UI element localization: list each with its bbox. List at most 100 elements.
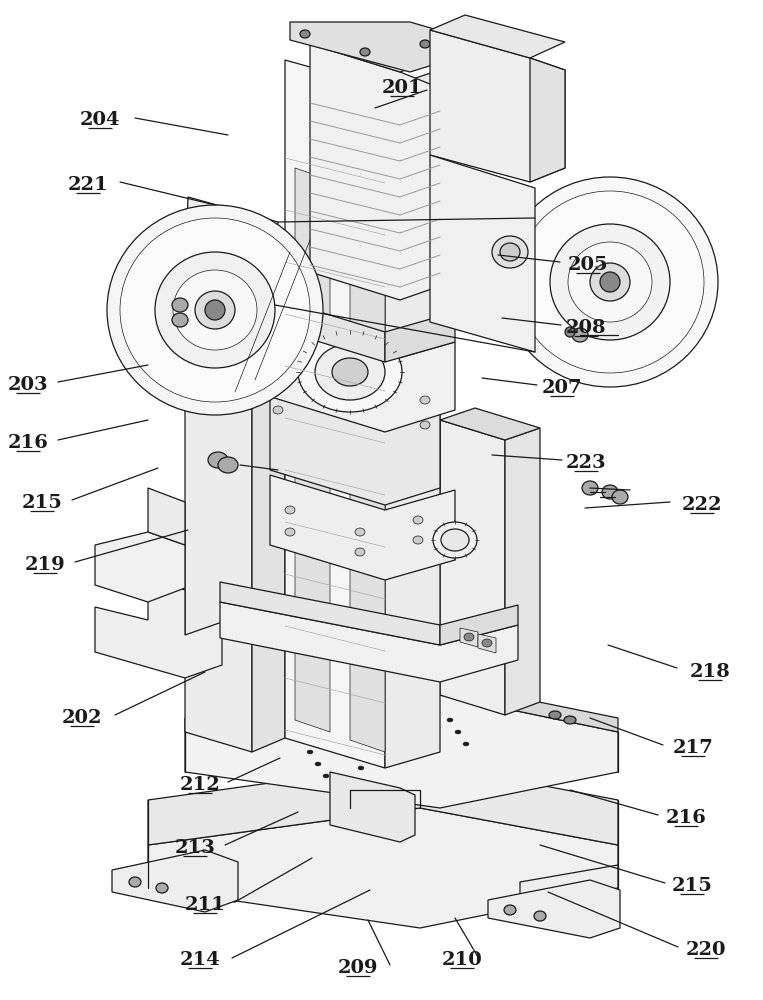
Polygon shape	[505, 428, 540, 715]
Ellipse shape	[208, 452, 228, 468]
Ellipse shape	[315, 344, 385, 400]
Polygon shape	[185, 197, 278, 305]
Text: 204: 204	[80, 111, 121, 129]
Text: 218: 218	[690, 663, 730, 681]
Polygon shape	[440, 682, 618, 732]
Ellipse shape	[534, 911, 546, 921]
Ellipse shape	[441, 529, 469, 551]
Ellipse shape	[565, 327, 575, 337]
Ellipse shape	[413, 536, 423, 544]
Text: 205: 205	[568, 256, 608, 274]
Ellipse shape	[273, 381, 283, 389]
Polygon shape	[185, 285, 285, 320]
Ellipse shape	[447, 718, 453, 722]
Polygon shape	[270, 392, 440, 505]
Polygon shape	[535, 218, 670, 380]
Ellipse shape	[120, 218, 310, 402]
Ellipse shape	[239, 698, 251, 706]
Text: 216: 216	[665, 809, 707, 827]
Text: 207: 207	[542, 379, 582, 397]
Ellipse shape	[156, 883, 168, 893]
Polygon shape	[350, 158, 385, 752]
Ellipse shape	[252, 704, 264, 712]
Text: 201: 201	[382, 79, 423, 97]
Polygon shape	[310, 44, 440, 300]
Text: 211: 211	[185, 896, 226, 914]
Ellipse shape	[205, 300, 225, 320]
Polygon shape	[112, 850, 238, 912]
Text: 221: 221	[68, 176, 108, 194]
Ellipse shape	[273, 406, 283, 414]
Polygon shape	[255, 322, 455, 432]
Ellipse shape	[549, 711, 561, 719]
Ellipse shape	[323, 774, 329, 778]
Text: 214: 214	[179, 951, 221, 969]
Polygon shape	[270, 475, 455, 580]
Ellipse shape	[285, 528, 295, 536]
Text: 212: 212	[179, 776, 221, 794]
Ellipse shape	[393, 758, 399, 762]
Polygon shape	[430, 155, 535, 352]
Ellipse shape	[300, 30, 310, 38]
Polygon shape	[310, 30, 440, 72]
Ellipse shape	[502, 177, 718, 387]
Polygon shape	[148, 488, 185, 545]
Ellipse shape	[482, 639, 492, 647]
Ellipse shape	[612, 490, 628, 504]
Ellipse shape	[590, 263, 630, 301]
Ellipse shape	[504, 905, 516, 915]
Ellipse shape	[420, 396, 430, 404]
Ellipse shape	[455, 730, 461, 734]
Text: 219: 219	[24, 556, 66, 574]
Text: 213: 213	[175, 839, 215, 857]
Polygon shape	[285, 60, 385, 768]
Ellipse shape	[420, 421, 430, 429]
Polygon shape	[185, 300, 252, 752]
Ellipse shape	[315, 762, 321, 766]
Ellipse shape	[420, 738, 426, 742]
Ellipse shape	[332, 358, 368, 386]
Text: 215: 215	[21, 494, 63, 512]
Polygon shape	[330, 772, 415, 842]
Polygon shape	[148, 865, 235, 902]
Polygon shape	[148, 808, 618, 928]
Ellipse shape	[360, 48, 370, 56]
Polygon shape	[430, 30, 565, 182]
Polygon shape	[385, 312, 455, 362]
Ellipse shape	[342, 742, 348, 746]
Ellipse shape	[420, 40, 430, 48]
Ellipse shape	[516, 191, 704, 373]
Ellipse shape	[285, 506, 295, 514]
Polygon shape	[340, 660, 420, 708]
Polygon shape	[95, 577, 222, 678]
Polygon shape	[252, 305, 285, 752]
Ellipse shape	[129, 877, 141, 887]
Polygon shape	[460, 628, 478, 647]
Text: 215: 215	[671, 877, 713, 895]
Ellipse shape	[412, 726, 418, 730]
Ellipse shape	[602, 485, 618, 499]
Ellipse shape	[218, 457, 238, 473]
Text: 217: 217	[673, 739, 713, 757]
Text: 202: 202	[62, 709, 102, 727]
Text: 208: 208	[565, 319, 607, 337]
Ellipse shape	[358, 766, 364, 770]
Polygon shape	[430, 15, 565, 58]
Ellipse shape	[385, 746, 391, 750]
Text: 216: 216	[8, 434, 48, 452]
Ellipse shape	[428, 750, 434, 754]
Ellipse shape	[582, 481, 598, 495]
Ellipse shape	[172, 298, 188, 312]
Polygon shape	[220, 582, 440, 645]
Polygon shape	[478, 634, 496, 653]
Polygon shape	[520, 865, 618, 905]
Ellipse shape	[550, 224, 670, 340]
Ellipse shape	[413, 516, 423, 524]
Ellipse shape	[298, 332, 402, 412]
Ellipse shape	[350, 754, 356, 758]
Ellipse shape	[572, 328, 588, 342]
Ellipse shape	[355, 528, 365, 536]
Polygon shape	[148, 762, 618, 845]
Ellipse shape	[464, 633, 474, 641]
Ellipse shape	[195, 291, 235, 329]
